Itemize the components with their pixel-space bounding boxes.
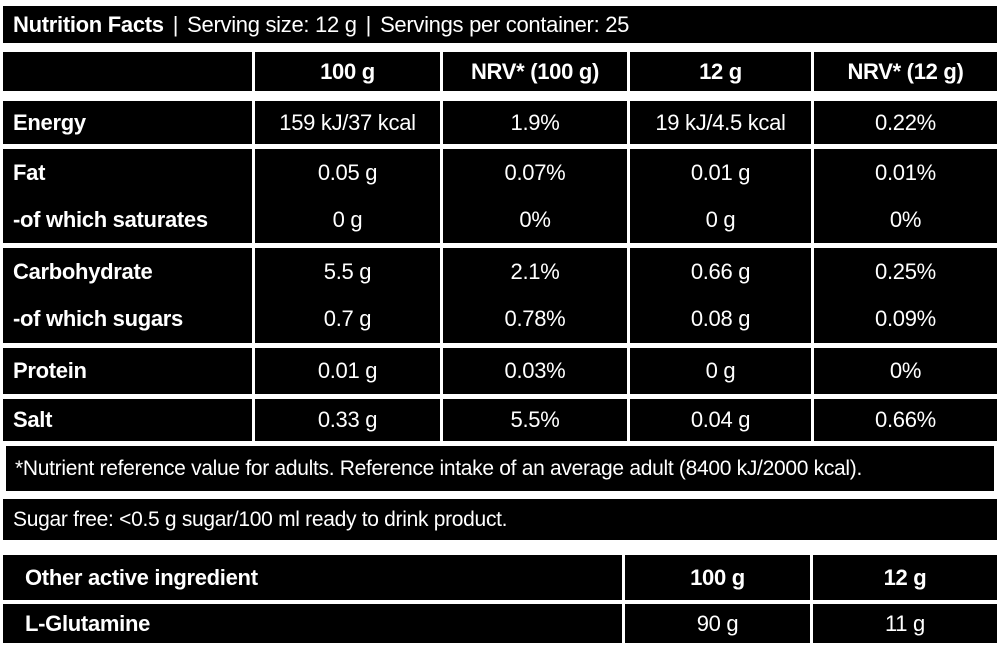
row-value: 0.01 g [317,358,378,383]
row-value: 0.07% [504,159,566,185]
ingredients-column-header-100g: 100 g [625,555,810,600]
separator: | [172,11,179,37]
row-group-carbohydrate: Carbohydrate -of which sugars 5.5 g 0.7 … [3,248,997,343]
row-label: Energy [13,109,86,135]
table-header-row: 100 g NRV* (100 g) 12 g NRV* (12 g) [3,52,997,91]
row-value: 0% [889,206,922,232]
row-label: Fat [13,159,46,185]
row-value: 0 g [332,206,363,232]
row-group-energy: Energy 159 kJ/37 kcal 1.9% 19 kJ/4.5 kca… [3,101,997,144]
serving-size-text: Serving size: 12 g [187,11,357,37]
ingredient-name: L-Glutamine [3,604,622,643]
column-header-nrv-12g: NRV* (12 g) [814,52,997,91]
ingredient-value-100g: 90 g [625,604,810,643]
nutrition-table: 100 g NRV* (100 g) 12 g NRV* (12 g) Ener… [3,52,997,491]
column-header-100g: 100 g [255,52,440,91]
row-value: 0.25% [875,258,936,284]
row-label: Salt [13,407,53,432]
column-header-12g: 12 g [630,52,811,91]
row-value: 0.04 g [690,407,751,432]
column-header-empty [3,52,252,91]
row-value: 0.66% [875,407,936,432]
ingredients-column-header-12g: 12 g [813,555,997,600]
servings-per-container-text: Servings per container: 25 [380,11,630,37]
row-value: 0 g [705,358,736,383]
row-value: 0.78% [504,306,566,332]
ingredients-column-header: Other active ingredient [3,555,622,600]
row-label: Protein [13,358,87,383]
row-group-salt: Salt 0.33 g 5.5% 0.04 g 0.66% [3,399,997,441]
row-value: 0 g [705,206,736,232]
row-value: 5.5 g [323,258,372,284]
other-ingredients-table: Other active ingredient 100 g 12 g L-Glu… [3,555,997,643]
row-value: 0.03% [504,358,566,383]
row-value: 5.5% [510,407,560,432]
row-value: 0.7 g [323,306,372,332]
header-bar: Nutrition Facts | Serving size: 12 g | S… [3,6,997,43]
row-value: 0.08 g [690,306,751,332]
row-value: 0.22% [875,109,936,135]
row-value: 19 kJ/4.5 kcal [655,109,786,135]
row-label: Carbohydrate [13,258,153,284]
row-value: 0.01% [875,159,936,185]
footnote-text: *Nutrient reference value for adults. Re… [15,456,863,480]
nutrition-facts-title: Nutrition Facts [13,11,164,37]
row-value: 2.1% [510,258,560,284]
row-group-protein: Protein 0.01 g 0.03% 0 g 0% [3,348,997,394]
ingredient-value-12g: 11 g [813,604,997,643]
row-value: 0% [889,358,922,383]
sugar-free-text: Sugar free: <0.5 g sugar/100 ml ready to… [13,507,508,531]
row-value: 0.66 g [690,258,751,284]
footnote-bar: *Nutrient reference value for adults. Re… [6,446,994,491]
sugar-free-bar: Sugar free: <0.5 g sugar/100 ml ready to… [3,499,997,540]
row-value: 0.33 g [317,407,378,432]
column-header-nrv-100g: NRV* (100 g) [443,52,627,91]
row-value: 0.01 g [690,159,751,185]
row-value: 0.09% [875,306,936,332]
row-value: 0% [519,206,551,232]
separator: | [365,11,372,37]
row-value: 0.05 g [317,159,378,185]
row-label: -of which saturates [13,206,208,232]
ingredients-header-row: Other active ingredient 100 g 12 g [3,555,997,600]
ingredient-row: L-Glutamine 90 g 11 g [3,604,997,643]
row-value: 159 kJ/37 kcal [279,109,416,135]
row-group-fat: Fat -of which saturates 0.05 g 0 g 0.07%… [3,149,997,243]
row-value: 1.9% [510,109,560,135]
row-label: -of which sugars [13,306,183,332]
